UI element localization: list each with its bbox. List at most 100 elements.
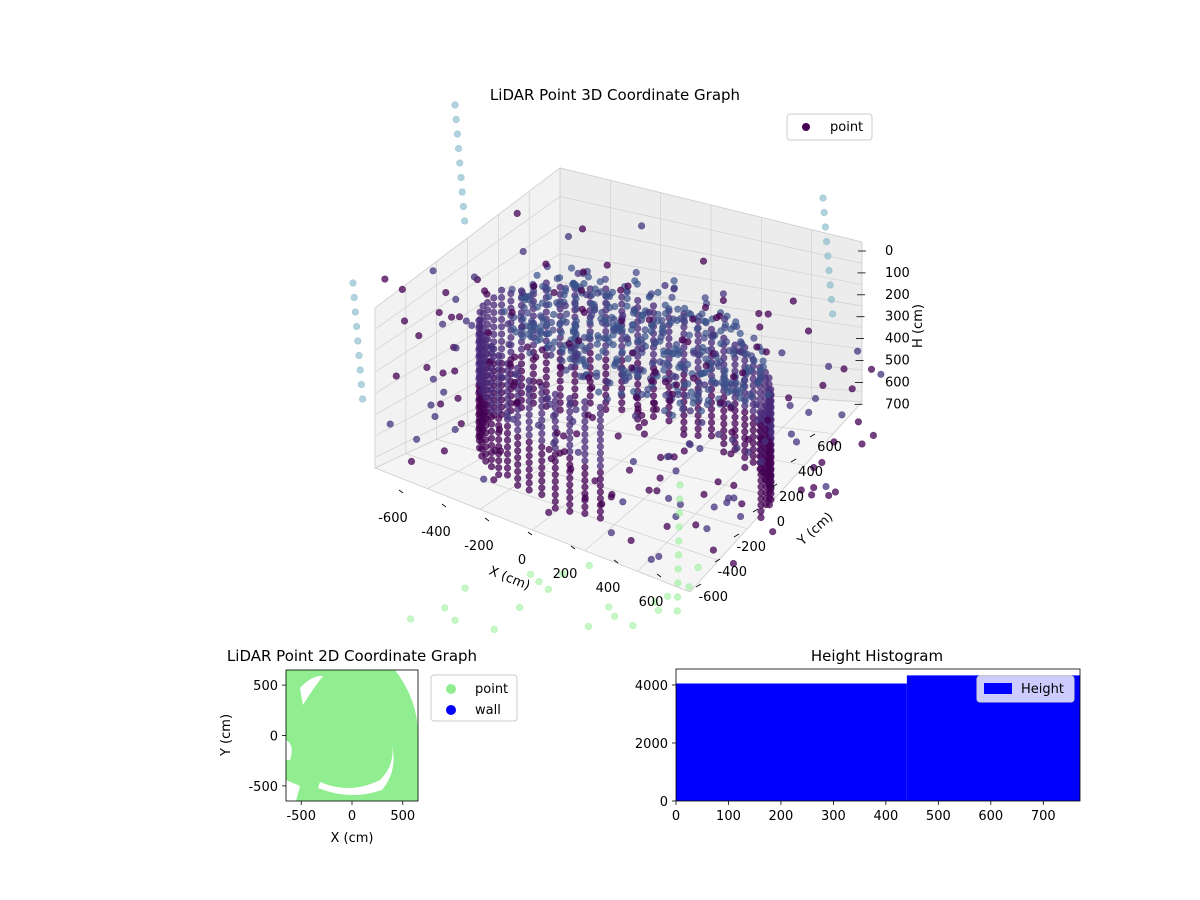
data-point (566, 487, 574, 496)
data-point (665, 417, 673, 425)
data-point (634, 296, 642, 305)
data-point (634, 380, 642, 388)
data-point (670, 285, 678, 293)
data-point (566, 408, 574, 416)
data-point (567, 465, 575, 473)
data-point (625, 466, 634, 474)
data-point (672, 381, 681, 389)
data-point (517, 352, 526, 361)
data-point (749, 458, 757, 466)
data-point (525, 431, 533, 439)
data-point (551, 497, 559, 506)
data-point (559, 432, 568, 440)
data-point (495, 436, 503, 444)
data-point (525, 411, 533, 419)
data-point (509, 382, 518, 390)
data-point (741, 421, 749, 429)
y-tick-label-3d: 600 (817, 440, 842, 455)
data-point (588, 383, 596, 392)
data-point (673, 593, 682, 601)
data-point (581, 398, 589, 406)
data-point (666, 397, 674, 405)
data-point (415, 332, 423, 340)
data-point (513, 398, 521, 406)
data-point (535, 378, 544, 386)
data-point (696, 445, 704, 453)
data-point (649, 412, 658, 421)
data-point (551, 471, 559, 479)
data-point (538, 430, 546, 438)
data-point (676, 399, 684, 407)
data-point (701, 294, 709, 302)
data-point (503, 374, 512, 382)
data-point (703, 525, 711, 533)
data-point (495, 426, 504, 434)
data-point (661, 281, 669, 290)
data-point (525, 479, 533, 487)
data-point (596, 488, 605, 496)
data-point (503, 443, 512, 451)
data-point (730, 494, 738, 502)
data-point (629, 458, 638, 466)
data-point (442, 289, 450, 297)
y-tick-label-3d: -400 (717, 565, 747, 580)
data-point (744, 435, 752, 444)
data-point (356, 366, 364, 374)
data-point (503, 381, 512, 389)
grid-line (559, 196, 863, 264)
data-point (525, 424, 533, 433)
data-point (548, 344, 556, 352)
y-tick-label-3d: 0 (777, 515, 785, 530)
data-point (613, 358, 621, 366)
z-tick-label-3d: 200 (885, 288, 910, 303)
data-point (538, 470, 546, 478)
data-point (640, 430, 649, 438)
data-point (694, 563, 702, 572)
data-point (644, 385, 652, 394)
data-point (647, 377, 656, 385)
data-point (518, 288, 526, 297)
data-point (709, 546, 718, 554)
data-point (647, 290, 656, 298)
data-point (624, 355, 632, 363)
data-point (514, 364, 522, 372)
data-point (637, 222, 646, 230)
data-point (480, 475, 488, 483)
z-tick-label-3d: 400 (885, 332, 910, 347)
data-point (542, 260, 550, 268)
data-point (656, 474, 664, 482)
x-tick-label-histogram: 600 (978, 809, 1003, 824)
data-point (727, 404, 735, 412)
y-tick-label-histogram: 4000 (635, 679, 668, 694)
data-point (498, 345, 506, 353)
data-point (498, 301, 506, 309)
data-point (580, 280, 588, 288)
legend-2d: point wall (430, 674, 518, 722)
data-point (525, 472, 533, 480)
data-point (547, 455, 555, 463)
data-point (789, 297, 797, 305)
data-point (490, 294, 498, 302)
data-point (545, 329, 553, 338)
data-point (750, 334, 758, 342)
data-point (687, 388, 696, 396)
data-point (526, 570, 535, 578)
y-ticks-2d: 500 0 -500 (248, 679, 286, 795)
data-point (599, 347, 607, 355)
data-point (566, 434, 574, 442)
chart-2d: LiDAR Point 2D Coordinate Graph -500 0 500… (219, 647, 518, 846)
data-point (355, 351, 363, 360)
y-tick-label-2d: -500 (248, 780, 278, 795)
data-point (686, 407, 695, 415)
data-point (723, 499, 731, 507)
data-point (792, 438, 801, 446)
data-point (545, 508, 553, 517)
data-point (503, 401, 512, 410)
data-point (735, 347, 743, 355)
data-point (498, 293, 506, 302)
data-point (700, 490, 708, 499)
data-point (398, 285, 406, 294)
data-point (482, 336, 490, 344)
grid-line (689, 401, 863, 593)
data-point (664, 494, 673, 503)
